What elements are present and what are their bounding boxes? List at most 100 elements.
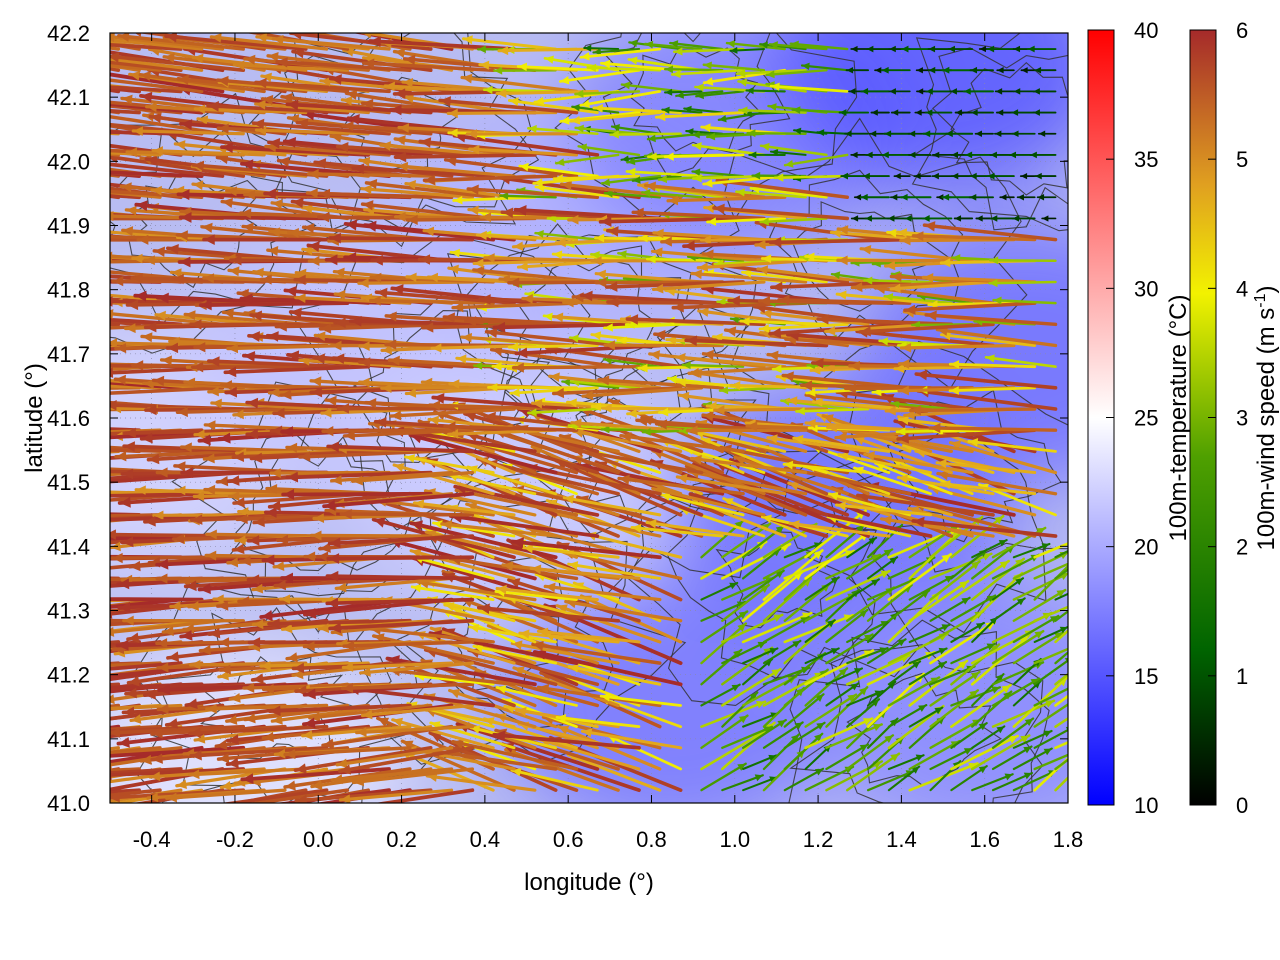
wind-vector-541 — [846, 536, 878, 559]
wind-vector-705 — [285, 470, 433, 483]
wind-vector-369 — [110, 618, 141, 623]
wind-vector-1352 — [351, 163, 496, 178]
wind-vector-1646 — [850, 45, 869, 53]
wind-vector-310 — [825, 633, 874, 665]
wind-vector-1640 — [672, 47, 745, 56]
wind-vector-221 — [887, 676, 941, 707]
wind-vector-68 — [451, 738, 579, 771]
wind-vector-902 — [581, 386, 704, 401]
wind-vector-1219 — [534, 229, 599, 241]
wind-vector-662 — [392, 463, 495, 496]
wind-vector-707 — [351, 470, 475, 486]
x-tick-label-5: 0.6 — [553, 827, 584, 852]
wind-vector-1507 — [791, 106, 849, 114]
wind-vector-1015 — [110, 317, 183, 327]
wind-vector-1012 — [110, 322, 121, 327]
wind-vector-581 — [630, 523, 724, 538]
wind-vector-35 — [846, 752, 901, 792]
wind-vector-1145 — [850, 280, 974, 293]
wind-vector-1508 — [838, 109, 870, 116]
wind-vector-499 — [929, 552, 993, 580]
wind-vector-1289 — [110, 193, 141, 200]
wind-vector-135 — [1012, 729, 1053, 749]
wind-vector-624 — [562, 494, 662, 517]
wind-vector-1516 — [1010, 109, 1036, 116]
wind-vector-133 — [971, 725, 1006, 749]
wind-vector-1400 — [393, 151, 537, 163]
y-tick-label-0: 41.0 — [47, 791, 90, 816]
wind-vector-1531 — [254, 77, 391, 94]
wind-vector-827 — [928, 423, 1058, 434]
wind-vector-1134 — [604, 280, 745, 292]
x-tick-label-4: 0.4 — [470, 827, 501, 852]
wind-vector-1287 — [1041, 215, 1057, 222]
wind-vector-530 — [522, 544, 620, 559]
wind-vector-1498 — [569, 111, 662, 125]
wind-vector-1314 — [603, 189, 661, 199]
wind-vector-339 — [342, 640, 475, 651]
wind-vector-1502 — [654, 111, 745, 122]
wind-vector-1483 — [206, 100, 350, 115]
wind-vector-1602 — [880, 66, 911, 74]
wind-vector-1282 — [921, 215, 953, 222]
wind-vector-1645 — [789, 40, 849, 51]
wind-vector-347 — [536, 627, 641, 644]
wind-vector-392 — [476, 603, 620, 623]
wind-vector-454 — [950, 559, 1010, 601]
wind-vector-1496 — [571, 104, 620, 114]
wind-vector-1562 — [1012, 88, 1036, 95]
wind-vector-932 — [223, 364, 371, 378]
x-tick-label-10: 1.6 — [969, 827, 1000, 852]
wind-vector-689 — [936, 470, 1058, 496]
wind-vector-1633 — [497, 45, 599, 56]
wind-vector-1309 — [499, 192, 557, 200]
wind-vector-582 — [645, 519, 745, 538]
wind-colorbar-label-end: ) — [1253, 286, 1280, 294]
wind-vector-949 — [637, 363, 724, 373]
wind-vector-1040 — [624, 320, 703, 329]
wind-vector-354 — [783, 613, 855, 644]
wind-vector-213 — [721, 667, 782, 707]
contour-line-2-1 — [276, 33, 540, 248]
wind-vector-1272 — [598, 216, 745, 227]
wind-vector-90 — [1033, 753, 1068, 771]
y-axis-label: latitude (°) — [21, 363, 48, 473]
wind-vector-649 — [110, 491, 225, 498]
wind-vector-1558 — [925, 88, 953, 95]
contour-line-8-0 — [898, 425, 1029, 543]
wind-vector-1378 — [1019, 172, 1036, 180]
wind-vector-1185 — [760, 254, 849, 264]
wind-vector-903 — [597, 375, 724, 390]
wind-vector-751 — [298, 449, 433, 462]
wind-vector-385 — [328, 618, 475, 634]
wind-vector-1361 — [631, 174, 682, 184]
wind-vector-172 — [825, 686, 869, 728]
wind-vector-1286 — [1011, 215, 1036, 222]
wind-colorbar-tick-label-0: 0 — [1236, 793, 1248, 818]
temperature-colorbar-tick-label-2: 20 — [1134, 535, 1158, 560]
wind-vector-180 — [991, 699, 1056, 728]
wind-vector-1103 — [992, 296, 1057, 305]
wind-vector-1636 — [579, 47, 662, 61]
wind-vector-1190 — [836, 255, 953, 266]
wind-vector-1638 — [643, 40, 703, 51]
temperature-region-1 — [110, 640, 405, 803]
wind-vector-1582 — [362, 58, 495, 72]
x-tick-label-0: -0.4 — [133, 827, 171, 852]
wind-vector-45 — [1054, 776, 1068, 792]
wind-vector-413 — [1054, 609, 1068, 622]
wind-vector-1121 — [357, 278, 474, 289]
wind-vector-1047 — [758, 322, 849, 333]
wind-vector-931 — [207, 356, 350, 369]
wind-vector-459 — [1054, 592, 1068, 601]
wind-vector-198 — [267, 703, 412, 717]
wind-vector-37 — [887, 765, 921, 792]
wind-vector-1397 — [335, 141, 475, 157]
y-tick-label-11: 42.1 — [47, 85, 90, 110]
wind-vector-411 — [1012, 588, 1067, 622]
wind-vector-1536 — [383, 81, 495, 93]
wind-vector-1096 — [777, 294, 912, 306]
wind-vector-1288 — [110, 194, 121, 200]
wind-vector-1330 — [968, 193, 994, 201]
wind-vector-455 — [970, 557, 1026, 601]
